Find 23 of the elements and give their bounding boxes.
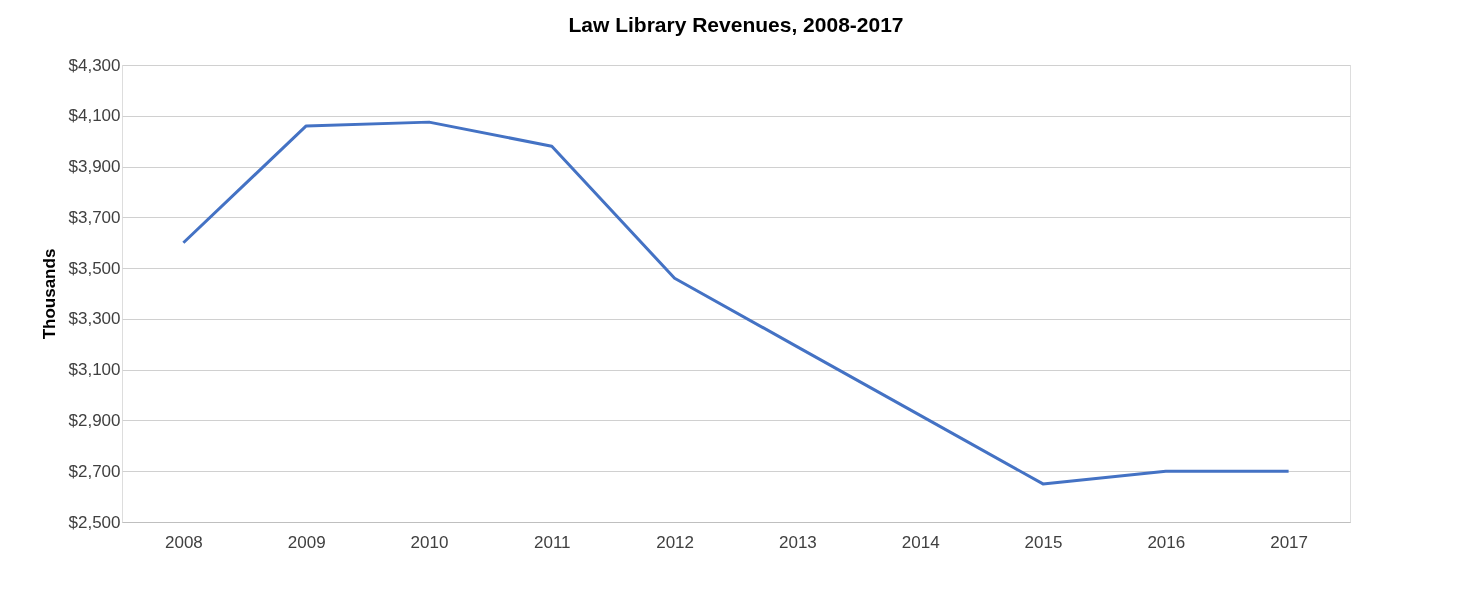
- x-tick-label: 2008: [164, 532, 203, 552]
- y-tick-label: $4,300: [68, 55, 121, 75]
- y-tick-label: $4,100: [68, 106, 121, 126]
- y-tick-label: $3,300: [68, 309, 121, 329]
- y-tick-label: $2,900: [68, 410, 121, 430]
- x-tick-label: 2010: [410, 532, 449, 552]
- y-tick-label: $2,700: [68, 461, 121, 481]
- x-tick-label: 2011: [534, 532, 571, 552]
- x-tick-label: 2009: [287, 532, 326, 552]
- x-tick-label: 2013: [778, 532, 817, 552]
- x-tick-label: 2012: [656, 532, 695, 552]
- y-tick-label: $3,700: [68, 207, 121, 227]
- y-tick-label: $3,100: [68, 360, 121, 380]
- y-axis-title: Thousands: [39, 248, 59, 340]
- y-tick-label: $2,500: [68, 512, 121, 532]
- chart-title: Law Library Revenues, 2008-2017: [568, 13, 904, 36]
- x-tick-label: 2016: [1147, 532, 1186, 552]
- y-tick-label: $3,500: [68, 258, 121, 278]
- y-tick-label: $3,900: [68, 157, 121, 177]
- line-series: [181, 120, 1291, 486]
- x-tick-label: 2015: [1024, 532, 1063, 552]
- x-tick-label: 2014: [901, 532, 940, 552]
- x-tick-label: 2017: [1270, 532, 1309, 552]
